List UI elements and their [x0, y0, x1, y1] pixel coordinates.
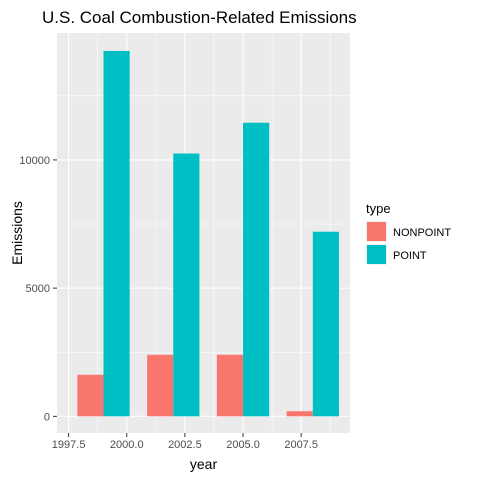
x-axis-title: year: [190, 456, 218, 472]
x-tick-label: 2000.0: [110, 439, 144, 451]
bars: [77, 50, 339, 417]
legend: type NONPOINT POINT: [366, 201, 451, 265]
legend-swatch-point: [367, 245, 386, 264]
bar-nonpoint-2008: [286, 411, 313, 417]
legend-label-nonpoint: NONPOINT: [393, 227, 451, 239]
y-tick-label: 5000: [26, 283, 50, 295]
bar-point-2005: [243, 122, 270, 417]
panel-background: [57, 33, 350, 433]
y-tick-label: 0: [44, 411, 50, 423]
bar-point-2008: [312, 231, 339, 417]
bar-nonpoint-2005: [216, 354, 244, 417]
y-axis-title: Emissions: [9, 201, 25, 265]
plot-panel: [57, 33, 350, 433]
x-tick-label: 2007.5: [284, 439, 318, 451]
bar-point-1999: [103, 50, 130, 417]
legend-label-point: POINT: [393, 250, 427, 262]
x-tick-label: 2005.0: [226, 439, 260, 451]
y-axis: 0 5000 10000: [19, 155, 57, 423]
legend-title: type: [366, 201, 391, 216]
legend-swatch-nonpoint: [367, 222, 386, 241]
bar-nonpoint-2002: [147, 354, 174, 417]
x-tick-label: 2002.5: [168, 439, 202, 451]
x-axis: 1997.5 2000.0 2002.5 2005.0 2007.5: [52, 433, 318, 451]
y-tick-label: 10000: [19, 155, 50, 167]
chart-title: U.S. Coal Combustion-Related Emissions: [42, 8, 357, 27]
x-tick-label: 1997.5: [52, 439, 86, 451]
bar-point-2002: [173, 153, 200, 417]
bar-nonpoint-1999: [77, 374, 104, 417]
